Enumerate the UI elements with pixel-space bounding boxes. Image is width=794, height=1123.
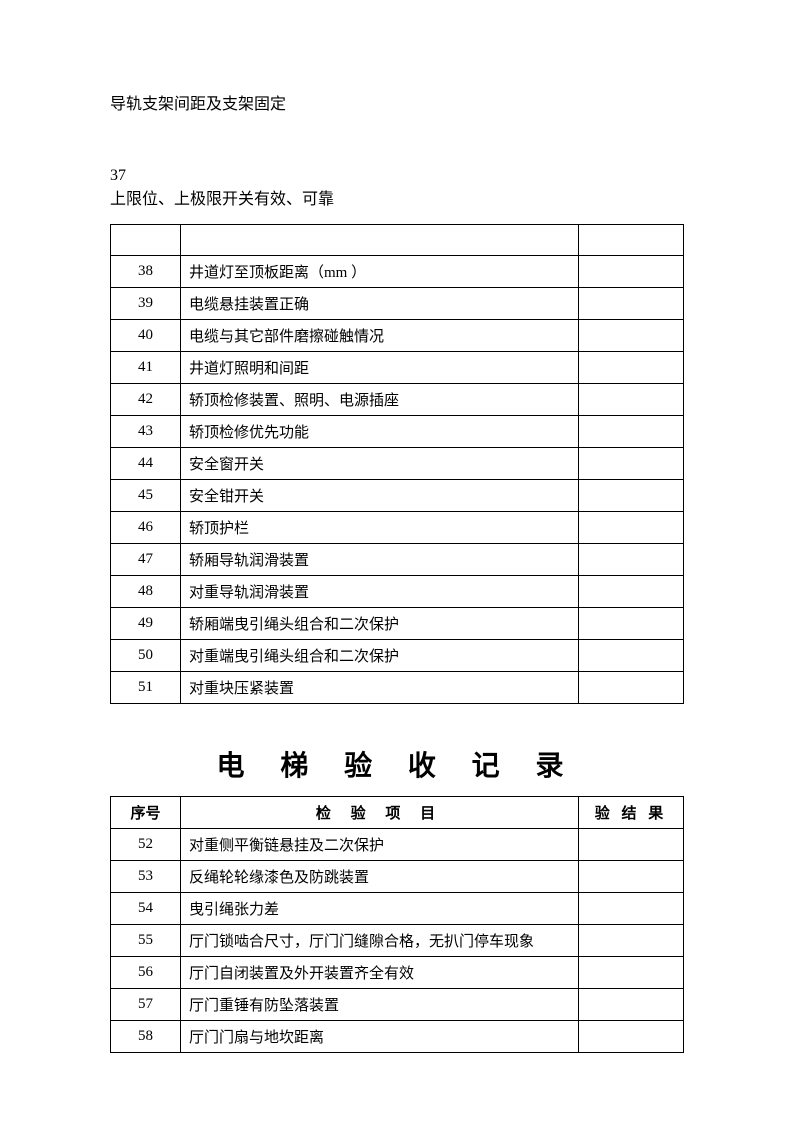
row-number: 48 bbox=[111, 576, 181, 608]
row-description: 电缆悬挂装置正确 bbox=[181, 288, 579, 320]
table-row: 48 对重导轨润滑装置 bbox=[111, 576, 684, 608]
row-result bbox=[579, 925, 684, 957]
row-result bbox=[579, 576, 684, 608]
row-description: 曳引绳张力差 bbox=[181, 893, 579, 925]
row-result bbox=[579, 352, 684, 384]
row-description: 井道灯照明和间距 bbox=[181, 352, 579, 384]
row-description: 对重块压紧装置 bbox=[181, 672, 579, 704]
table-header-row: 序号 检 验 项 目 验 结 果 bbox=[111, 797, 684, 829]
row-result bbox=[579, 384, 684, 416]
row-result bbox=[579, 480, 684, 512]
row-description: 井道灯至顶板距离（mm ） bbox=[181, 256, 579, 288]
row-number: 49 bbox=[111, 608, 181, 640]
row-description: 对重导轨润滑装置 bbox=[181, 576, 579, 608]
row-result bbox=[579, 416, 684, 448]
row-description: 轿厢导轨润滑装置 bbox=[181, 544, 579, 576]
header-text: 导轨支架间距及支架固定 bbox=[110, 90, 684, 114]
row-number: 41 bbox=[111, 352, 181, 384]
row-number: 43 bbox=[111, 416, 181, 448]
table-row: 53 反绳轮轮缘漆色及防跳装置 bbox=[111, 861, 684, 893]
row-result bbox=[579, 957, 684, 989]
empty-cell bbox=[111, 225, 181, 256]
item-37-description: 上限位、上极限开关有效、可靠 bbox=[110, 188, 684, 212]
row-result bbox=[579, 320, 684, 352]
row-description: 轿顶检修优先功能 bbox=[181, 416, 579, 448]
row-description: 厅门重锤有防坠落装置 bbox=[181, 989, 579, 1021]
row-number: 42 bbox=[111, 384, 181, 416]
table-row: 46 轿顶护栏 bbox=[111, 512, 684, 544]
row-result bbox=[579, 861, 684, 893]
row-description: 安全窗开关 bbox=[181, 448, 579, 480]
empty-cell bbox=[579, 225, 684, 256]
row-result bbox=[579, 893, 684, 925]
row-number: 53 bbox=[111, 861, 181, 893]
row-number: 44 bbox=[111, 448, 181, 480]
header-result: 验 结 果 bbox=[579, 797, 684, 829]
row-description: 电缆与其它部件磨擦碰触情况 bbox=[181, 320, 579, 352]
row-result bbox=[579, 640, 684, 672]
row-number: 54 bbox=[111, 893, 181, 925]
row-result bbox=[579, 829, 684, 861]
empty-cell bbox=[181, 225, 579, 256]
table-row: 50 对重端曳引绳头组合和二次保护 bbox=[111, 640, 684, 672]
row-result bbox=[579, 1021, 684, 1053]
row-description: 轿顶护栏 bbox=[181, 512, 579, 544]
row-description: 厅门门扇与地坎距离 bbox=[181, 1021, 579, 1053]
table-row: 41 井道灯照明和间距 bbox=[111, 352, 684, 384]
table-row: 57 厅门重锤有防坠落装置 bbox=[111, 989, 684, 1021]
table-row: 49 轿厢端曳引绳头组合和二次保护 bbox=[111, 608, 684, 640]
row-description: 对重端曳引绳头组合和二次保护 bbox=[181, 640, 579, 672]
row-description: 轿厢端曳引绳头组合和二次保护 bbox=[181, 608, 579, 640]
row-number: 57 bbox=[111, 989, 181, 1021]
item-37-number: 37 bbox=[110, 164, 684, 188]
header-num: 序号 bbox=[111, 797, 181, 829]
header-desc: 检 验 项 目 bbox=[181, 797, 579, 829]
row-description: 安全钳开关 bbox=[181, 480, 579, 512]
row-result bbox=[579, 512, 684, 544]
row-result bbox=[579, 448, 684, 480]
table-row: 58 厅门门扇与地坎距离 bbox=[111, 1021, 684, 1053]
row-result bbox=[579, 989, 684, 1021]
table-row: 42 轿顶检修装置、照明、电源插座 bbox=[111, 384, 684, 416]
table-row: 56 厅门自闭装置及外开装置齐全有效 bbox=[111, 957, 684, 989]
inspection-table-1: 38 井道灯至顶板距离（mm ） 39 电缆悬挂装置正确 40 电缆与其它部件磨… bbox=[110, 224, 684, 704]
row-number: 56 bbox=[111, 957, 181, 989]
inspection-table-2: 序号 检 验 项 目 验 结 果 52 对重侧平衡链悬挂及二次保护 53 反绳轮… bbox=[110, 796, 684, 1053]
table-row: 54 曳引绳张力差 bbox=[111, 893, 684, 925]
table-empty-header bbox=[111, 225, 684, 256]
row-description: 厅门锁啮合尺寸，厅门门缝隙合格，无扒门停车现象 bbox=[181, 925, 579, 957]
row-number: 51 bbox=[111, 672, 181, 704]
section-title: 电 梯 验 收 记 录 bbox=[110, 744, 684, 784]
table-row: 44 安全窗开关 bbox=[111, 448, 684, 480]
table-row: 45 安全钳开关 bbox=[111, 480, 684, 512]
table-row: 38 井道灯至顶板距离（mm ） bbox=[111, 256, 684, 288]
row-result bbox=[579, 608, 684, 640]
row-result bbox=[579, 544, 684, 576]
row-description: 对重侧平衡链悬挂及二次保护 bbox=[181, 829, 579, 861]
table-row: 43 轿顶检修优先功能 bbox=[111, 416, 684, 448]
row-number: 50 bbox=[111, 640, 181, 672]
table-row: 40 电缆与其它部件磨擦碰触情况 bbox=[111, 320, 684, 352]
row-number: 45 bbox=[111, 480, 181, 512]
row-description: 反绳轮轮缘漆色及防跳装置 bbox=[181, 861, 579, 893]
row-description: 轿顶检修装置、照明、电源插座 bbox=[181, 384, 579, 416]
table-row: 51 对重块压紧装置 bbox=[111, 672, 684, 704]
table-row: 55 厅门锁啮合尺寸，厅门门缝隙合格，无扒门停车现象 bbox=[111, 925, 684, 957]
row-result bbox=[579, 288, 684, 320]
row-description: 厅门自闭装置及外开装置齐全有效 bbox=[181, 957, 579, 989]
row-number: 39 bbox=[111, 288, 181, 320]
row-number: 55 bbox=[111, 925, 181, 957]
row-number: 38 bbox=[111, 256, 181, 288]
row-number: 58 bbox=[111, 1021, 181, 1053]
row-result bbox=[579, 672, 684, 704]
row-result bbox=[579, 256, 684, 288]
row-number: 47 bbox=[111, 544, 181, 576]
table-row: 52 对重侧平衡链悬挂及二次保护 bbox=[111, 829, 684, 861]
row-number: 40 bbox=[111, 320, 181, 352]
table-row: 47 轿厢导轨润滑装置 bbox=[111, 544, 684, 576]
row-number: 46 bbox=[111, 512, 181, 544]
table-row: 39 电缆悬挂装置正确 bbox=[111, 288, 684, 320]
row-number: 52 bbox=[111, 829, 181, 861]
